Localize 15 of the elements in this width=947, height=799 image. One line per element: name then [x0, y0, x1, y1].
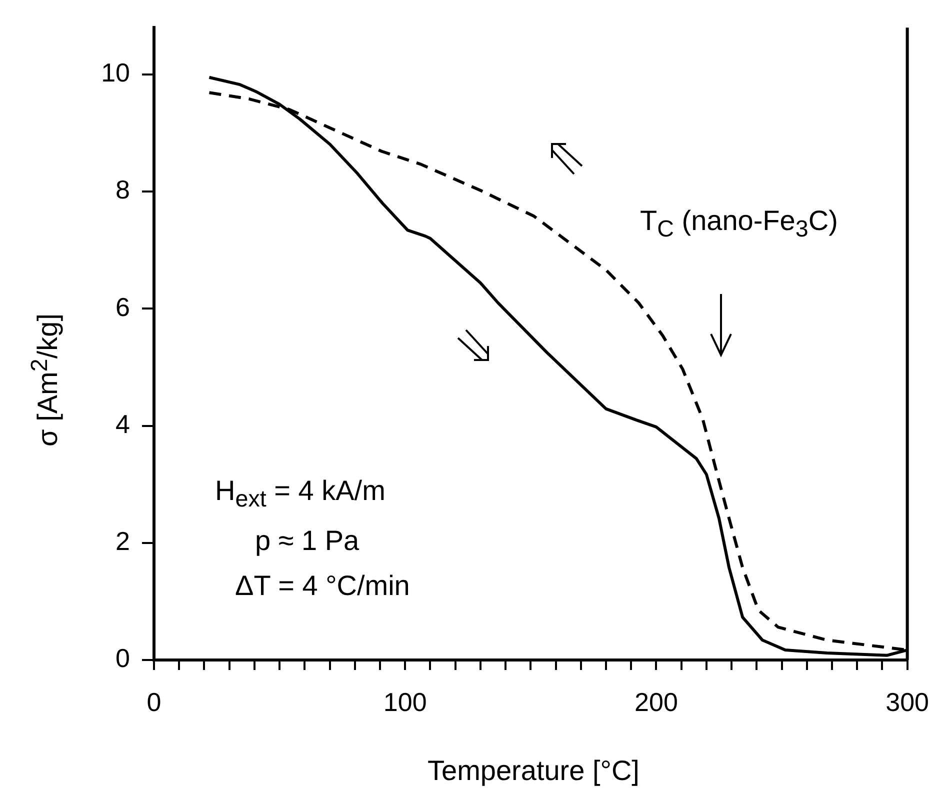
- y-tick-label: 6: [116, 292, 130, 322]
- x-axis-title: Temperature [°C]: [426, 755, 640, 787]
- x-tick-label: 200: [634, 686, 678, 717]
- annotation: ΔT = 4 °C/min: [235, 570, 410, 602]
- y-tick-label: 4: [116, 408, 130, 439]
- y-tick-label: 10: [101, 58, 130, 88]
- annotation: H$_{ext}$ = 4 kA/m: [215, 475, 386, 513]
- y-tick-label: 2: [116, 526, 130, 556]
- x-tick-label: 300: [886, 686, 930, 717]
- y-tick-label: 0: [116, 643, 130, 674]
- x-tick-label: 0: [146, 686, 162, 717]
- y-tick-label: 8: [116, 174, 130, 205]
- annotation: p ≈ 1 Pa: [255, 525, 360, 557]
- annotation: T$_{C}$ (nano-Fe$_{3}$C): [640, 205, 838, 243]
- x-tick-label: 100: [383, 686, 427, 717]
